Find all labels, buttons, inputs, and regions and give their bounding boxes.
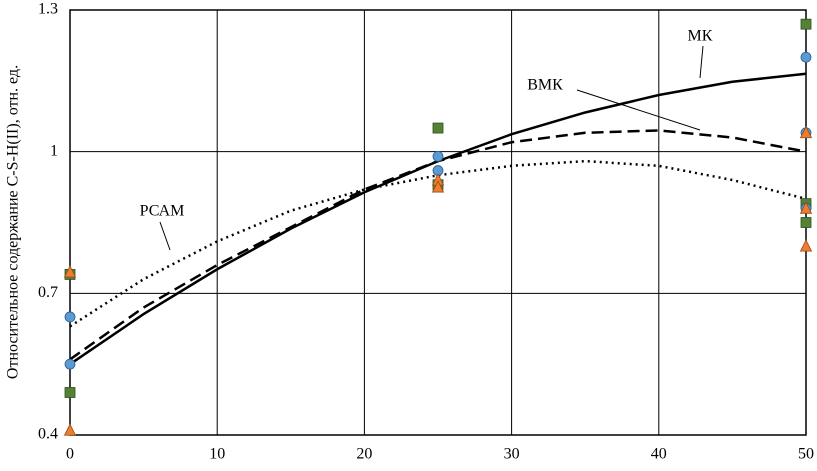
point (432, 122, 444, 134)
x-tick-label: 10 (209, 446, 225, 463)
trend-line (69, 159, 807, 328)
x-tick-label: 0 (66, 446, 74, 463)
x-tick-label: 40 (651, 446, 667, 463)
trend-label: РСАМ (140, 203, 185, 220)
y-tick-label: 1.3 (38, 1, 58, 18)
x-tick-label: 20 (356, 446, 372, 463)
point (799, 201, 813, 214)
point (63, 265, 77, 278)
trend-label: ВМК (527, 77, 563, 94)
y-tick-label: 0.7 (38, 284, 58, 301)
leader-line (576, 89, 701, 131)
point (64, 387, 76, 398)
point (63, 423, 77, 436)
leader-line (159, 221, 171, 251)
x-tick-label: 30 (504, 446, 520, 463)
point (800, 217, 812, 228)
point (799, 125, 813, 139)
point (64, 311, 76, 323)
y-axis-label: Относительное содержание C-S-H(II), отн.… (5, 65, 22, 379)
point (64, 358, 76, 370)
point (800, 18, 812, 30)
point (800, 51, 812, 63)
trend-label: МК (688, 28, 713, 45)
y-tick-label: 1 (50, 142, 58, 159)
point (431, 180, 445, 193)
leader-line (699, 45, 704, 79)
point (432, 150, 444, 162)
x-tick-label: 50 (798, 446, 814, 463)
point (799, 239, 813, 252)
y-tick-label: 0.4 (38, 426, 58, 443)
